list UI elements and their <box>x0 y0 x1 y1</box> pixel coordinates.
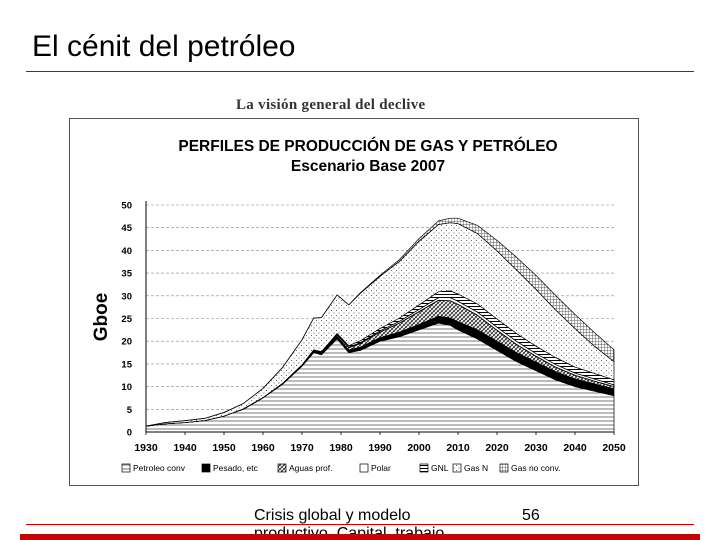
legend-swatch <box>452 463 462 473</box>
footer-divider <box>26 524 694 525</box>
legend-label: Petroleo conv <box>133 463 186 473</box>
y-tick-label: 45 <box>121 223 132 234</box>
legend-swatch <box>277 463 287 473</box>
legend-swatch <box>201 463 211 473</box>
x-tick-label: 1990 <box>368 442 392 454</box>
x-tick-label: 1970 <box>290 442 314 454</box>
title-divider <box>26 71 694 72</box>
footer-bar <box>20 534 700 540</box>
x-tick-label: 2040 <box>563 442 587 454</box>
chart-frame: 0 5 10 15 20 25 30 35 40 45 50 1930 1940 1950 1960 1970… <box>69 118 639 486</box>
slide-title: El cénit del petróleo <box>32 30 296 63</box>
legend-label: Gas N <box>464 463 488 473</box>
x-tick-label: 1930 <box>134 442 158 454</box>
legend-swatch <box>499 463 509 473</box>
x-tick-label: 2030 <box>524 442 548 454</box>
x-tick-label: 1980 <box>329 442 353 454</box>
chart-title: PERFILES DE PRODUCCIÓN DE GAS Y PETRÓLEO <box>178 137 557 155</box>
legend-label: Aguas prof. <box>289 463 332 473</box>
axis-layer: 0 5 10 15 20 25 30 35 40 45 50 1930 1940 1950 1960 1970… <box>121 201 625 455</box>
area-layer <box>145 217 615 433</box>
y-tick-label: 0 <box>127 428 132 439</box>
overview-heading: La visión general del declive <box>236 97 426 113</box>
production-chart: 0 5 10 15 20 25 30 35 40 45 50 1930 1940 1950 1960 1970… <box>91 137 626 473</box>
y-tick-label: 25 <box>121 314 132 325</box>
x-tick-label: 1940 <box>173 442 197 454</box>
page-number: 56 <box>522 507 540 524</box>
legend-label: Pesado, etc <box>213 463 259 473</box>
x-tick-label: 2050 <box>602 442 626 454</box>
y-tick-label: 15 <box>121 359 132 370</box>
y-tick-label: 20 <box>121 337 132 348</box>
x-tick-label: 2000 <box>407 442 431 454</box>
legend-swatch <box>359 463 369 473</box>
legend-label: Gas no conv. <box>511 463 560 473</box>
legend: Petroleo conv Pesado, etc Aguas prof. Polar… <box>121 463 560 473</box>
area-gas-no-conv- <box>145 217 615 427</box>
y-tick-label: 10 <box>121 382 132 393</box>
y-tick-label: 30 <box>121 291 132 302</box>
x-tick-label: 2010 <box>446 442 470 454</box>
y-tick-label: 50 <box>121 201 132 212</box>
footer-text: Crisis global y modelo productivo. Capit… <box>254 507 445 534</box>
legend-swatch <box>419 463 429 473</box>
legend-swatch <box>121 463 131 473</box>
x-tick-label: 1950 <box>212 442 236 454</box>
legend-label: GNL <box>431 463 449 473</box>
y-tick-label: 35 <box>121 269 132 280</box>
y-tick-label: 5 <box>127 405 133 416</box>
x-tick-label: 2020 <box>485 442 509 454</box>
y-axis-label: Gboe <box>91 293 112 342</box>
legend-label: Polar <box>371 463 391 473</box>
x-tick-label: 1960 <box>251 442 275 454</box>
y-tick-label: 40 <box>121 246 132 257</box>
chart-subtitle: Escenario Base 2007 <box>291 158 445 175</box>
